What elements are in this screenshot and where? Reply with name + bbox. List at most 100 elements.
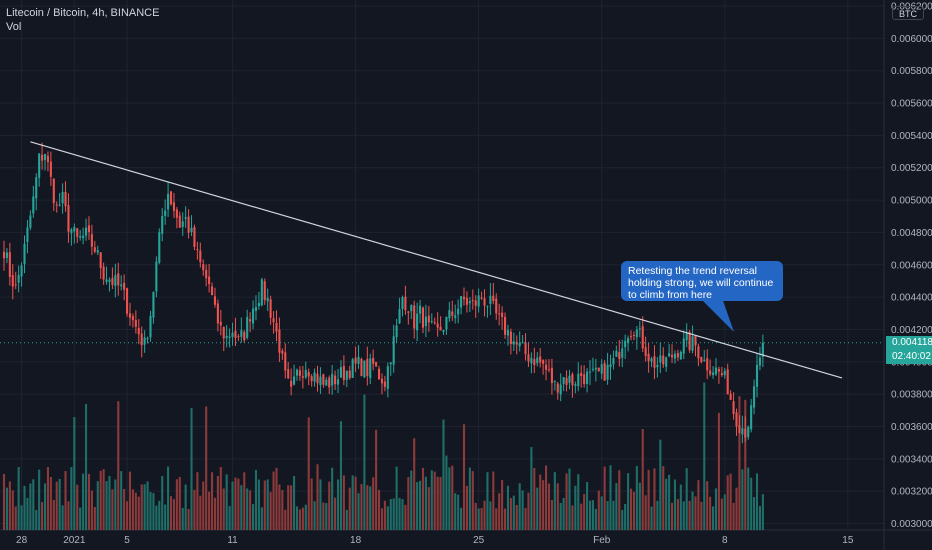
volume-bar (501, 480, 504, 530)
volume-bar (96, 481, 99, 530)
volume-bar (653, 468, 656, 530)
candle-body (709, 370, 712, 375)
volume-bar (313, 501, 316, 530)
volume-bar (246, 488, 249, 530)
candle-body (454, 315, 457, 319)
candle-body (55, 204, 58, 206)
candle-body (621, 348, 624, 358)
candle-body (284, 352, 287, 371)
volume-bar (304, 504, 307, 530)
volume-bar (568, 468, 571, 530)
volume-bar (495, 508, 498, 530)
candle-body (539, 356, 542, 363)
candle-body (67, 205, 70, 232)
candle-body (158, 232, 161, 263)
volume-bar (706, 481, 709, 530)
volume-bar (445, 455, 448, 530)
candle-body (82, 235, 85, 239)
candle-body (128, 313, 132, 318)
candle-body (568, 375, 571, 383)
volume-bar (714, 488, 718, 530)
price-axis[interactable]: 0.003000 0.003200 0.003400 0.003600 0.003800… (891, 2, 932, 531)
candle-body (11, 275, 14, 287)
callout-pointer (700, 298, 734, 332)
candle-body (96, 250, 99, 253)
currency-badge[interactable]: BTC (892, 6, 924, 20)
volume-bar (688, 500, 691, 530)
volume-bar (234, 477, 237, 530)
volume-bar (638, 482, 641, 530)
candle-body (462, 296, 466, 300)
chart-legend: Litecoin / Bitcoin, 4h, BINANCE Vol (6, 6, 159, 34)
candle-body (357, 356, 360, 365)
candle-body (583, 374, 586, 385)
volume-bar (281, 490, 284, 530)
volume-bar (319, 479, 322, 530)
volume-bar (175, 479, 178, 530)
volume-bar (61, 505, 64, 530)
candle-body (23, 243, 26, 264)
volume-bar (509, 498, 512, 530)
symbol-title[interactable]: Litecoin / Bitcoin, 4h, BINANCE (6, 7, 160, 19)
candle-body (307, 372, 310, 377)
candle-body (76, 228, 79, 237)
time-axis[interactable]: 28 2021 5 11 18 25 Feb 8 15 (16, 535, 854, 546)
volume-label[interactable]: Vol (6, 21, 22, 33)
candle-body (216, 303, 219, 324)
candle-body (137, 328, 140, 335)
time-tick-label: 2021 (63, 535, 86, 546)
candle-body (293, 376, 296, 385)
candle-body (629, 336, 633, 338)
candle-body (635, 329, 638, 338)
volume-bar (339, 421, 342, 530)
volume-bar (26, 497, 29, 530)
volume-bar (23, 485, 26, 530)
candle-body (325, 379, 328, 386)
trendline[interactable] (30, 141, 843, 379)
candle-body (205, 270, 208, 279)
candle-body (492, 295, 495, 301)
candle-body (32, 196, 35, 214)
volume-bar (741, 469, 744, 530)
volume-bar (606, 501, 609, 530)
volume-bar (210, 472, 214, 530)
volume-bar (187, 508, 190, 530)
volume-bar (298, 509, 301, 530)
volume-bar (284, 509, 287, 530)
time-tick-label: 28 (16, 535, 28, 546)
volume-bar (401, 499, 404, 530)
candle-body (644, 347, 647, 356)
candle-body (295, 369, 299, 376)
candle-body (679, 351, 682, 360)
volume-bar (178, 476, 181, 530)
candle-body (717, 368, 720, 372)
volume-bar (547, 483, 551, 530)
volume-bar (750, 477, 753, 530)
volume-bar (676, 498, 679, 530)
candle-body (240, 330, 243, 337)
volume-bar (205, 406, 208, 530)
candle-body (580, 372, 583, 377)
price-tick-label: 0.004800 (891, 228, 932, 239)
volume-bar (679, 484, 682, 530)
callout-annotation[interactable]: Retesting the trend reversal holding str… (621, 261, 783, 301)
volume-bar (474, 502, 477, 530)
volume-bar (430, 470, 433, 530)
candle-body (313, 372, 316, 382)
volume-bar (673, 479, 677, 530)
volume-bar (213, 497, 217, 530)
candle-body (208, 276, 211, 285)
candle-body (545, 364, 548, 370)
candle-body (2, 251, 6, 259)
volume-bar (155, 505, 158, 530)
candle-body (738, 425, 741, 433)
volume-bar (243, 472, 246, 530)
candle-body (234, 330, 237, 339)
volume-bar (524, 507, 527, 530)
candle-body (612, 357, 615, 365)
volume-bar (134, 492, 137, 530)
volume-bar (301, 507, 304, 530)
volume-bar (208, 491, 211, 530)
